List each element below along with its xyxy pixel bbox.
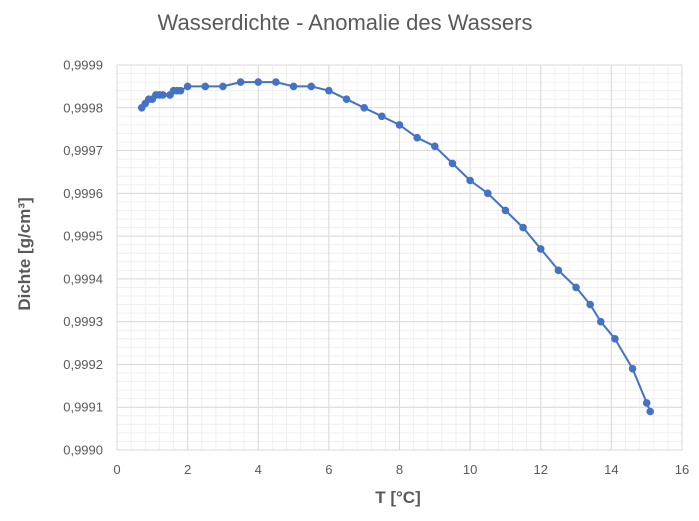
data-point [572, 283, 580, 292]
data-point [519, 223, 527, 232]
y-tick-label: 0,9991 [63, 400, 103, 415]
data-point [183, 82, 192, 91]
y-tick-label: 0,9995 [63, 229, 103, 244]
x-tick-label: 4 [255, 462, 262, 477]
data-point [395, 121, 404, 129]
data-point [236, 78, 245, 86]
data-point [342, 95, 351, 104]
data-point [254, 78, 263, 86]
data-point [642, 399, 651, 407]
data-point [307, 82, 316, 91]
data-point [628, 364, 637, 373]
data-point [431, 142, 439, 151]
data-point [413, 133, 421, 142]
x-axis-title: T [°C] [375, 488, 421, 507]
data-point [378, 112, 386, 121]
data-point [483, 189, 492, 198]
data-point [159, 91, 167, 99]
data-point [536, 245, 545, 253]
data-point [272, 78, 280, 86]
x-tick-label: 8 [396, 462, 403, 477]
data-point [596, 317, 605, 326]
y-tick-label: 0,9990 [63, 443, 103, 458]
data-point [501, 206, 510, 215]
x-tick-label: 16 [675, 462, 689, 477]
data-point [611, 334, 619, 343]
data-point [325, 86, 333, 95]
data-point [360, 103, 368, 112]
data-point [219, 82, 227, 91]
data-point [554, 266, 563, 275]
y-axis-title: Dichte [g/cm³] [15, 197, 34, 310]
y-tick-label: 0,9992 [63, 357, 103, 372]
data-point [586, 300, 594, 309]
series-density [137, 78, 655, 416]
y-tick-label: 0,9999 [63, 58, 103, 73]
data-point [201, 82, 210, 91]
y-tick-label: 0,9998 [63, 100, 103, 115]
x-tick-label: 6 [325, 462, 332, 477]
data-point [646, 407, 655, 416]
y-tick-label: 0,9997 [63, 143, 103, 158]
data-point [289, 82, 298, 91]
data-point [448, 159, 457, 168]
x-tick-label: 2 [184, 462, 191, 477]
x-tick-label: 0 [113, 462, 120, 477]
x-tick-label: 14 [604, 462, 618, 477]
chart-title: Wasserdichte - Anomalie des Wassers [158, 10, 533, 35]
x-axis-ticks: 0 2 4 6 8 10 12 14 16 [113, 462, 689, 477]
y-tick-label: 0,9994 [63, 271, 103, 286]
data-point [466, 176, 474, 185]
x-tick-label: 12 [534, 462, 548, 477]
y-axis-ticks: 0,9990 0,9991 0,9992 0,9993 0,9994 0,9995 0,99… [63, 58, 103, 458]
y-tick-label: 0,9996 [63, 186, 103, 201]
data-point [176, 86, 185, 95]
y-tick-label: 0,9993 [63, 314, 103, 329]
x-tick-label: 10 [463, 462, 477, 477]
